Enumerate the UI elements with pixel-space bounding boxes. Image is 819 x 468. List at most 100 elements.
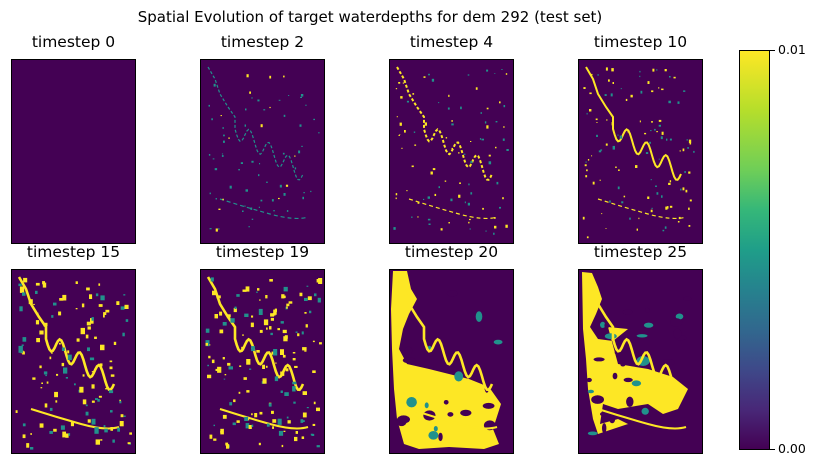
- water-speckle: [244, 416, 249, 421]
- water-speckle: [208, 154, 211, 156]
- water-speckle: [28, 299, 33, 305]
- water-speckle: [635, 165, 638, 168]
- water-speckle: [486, 125, 489, 129]
- dry-patch: [453, 360, 462, 369]
- dry-patch: [661, 359, 675, 366]
- water-speckle: [238, 391, 241, 394]
- water-speckle: [100, 344, 105, 351]
- water-speckle: [395, 193, 398, 196]
- water-speckle: [21, 344, 24, 346]
- water-speckle: [79, 386, 84, 393]
- panel-title: timestep 25: [593, 243, 688, 261]
- water-speckle: [625, 98, 628, 101]
- water-speckle: [600, 149, 603, 151]
- water-speckle: [215, 198, 217, 200]
- water-speckle: [54, 391, 58, 398]
- water-speckle: [678, 216, 681, 220]
- water-speckle: [256, 291, 258, 293]
- water-speckle: [249, 368, 252, 370]
- water-speckle: [221, 153, 224, 155]
- water-speckle: [259, 329, 263, 333]
- water-speckle: [301, 331, 304, 335]
- water-speckle: [225, 442, 229, 446]
- water-speckle: [213, 83, 216, 87]
- water-speckle: [451, 123, 454, 126]
- water-speckle: [673, 76, 676, 79]
- water-speckle: [605, 143, 608, 146]
- water-speckle: [286, 303, 290, 307]
- water-speckle: [75, 281, 78, 284]
- water-speckle: [266, 181, 268, 183]
- water-speckle: [58, 311, 62, 316]
- water-speckle: [246, 359, 251, 365]
- water-speckle: [215, 368, 219, 371]
- water-speckle: [223, 378, 226, 380]
- water-speckle: [67, 350, 70, 354]
- water-speckle: [56, 373, 59, 376]
- water-speckle: [440, 228, 443, 231]
- panel-title: timestep 0: [31, 33, 116, 51]
- water-speckle: [229, 402, 233, 406]
- water-speckle: [292, 352, 296, 354]
- dry-patch: [593, 357, 605, 362]
- water-speckle: [49, 407, 53, 411]
- water-speckle: [119, 399, 121, 402]
- water-speckle: [53, 302, 57, 306]
- water-speckle: [127, 442, 131, 445]
- water-speckle: [30, 433, 32, 435]
- water-speckle: [658, 119, 662, 122]
- water-speckle: [282, 152, 285, 155]
- water-speckle: [286, 416, 289, 419]
- water-speckle: [87, 347, 90, 352]
- water-speckle: [98, 395, 102, 398]
- water-speckle: [230, 318, 235, 323]
- water-speckle: [220, 431, 222, 433]
- dry-patch: [600, 411, 609, 417]
- water-speckle: [586, 169, 588, 172]
- water-speckle: [494, 225, 497, 229]
- water-speckle: [251, 346, 255, 352]
- water-speckle: [417, 202, 420, 204]
- water-speckle: [586, 112, 588, 115]
- water-speckle: [305, 104, 307, 106]
- water-speckle: [470, 192, 473, 195]
- water-speckle: [222, 414, 227, 419]
- axes-frame: [389, 269, 514, 454]
- water-speckle: [211, 118, 213, 121]
- panel-timestep-10: timestep 10: [578, 33, 703, 244]
- water-speckle: [270, 332, 273, 336]
- water-speckle: [689, 142, 692, 145]
- axes-frame: [11, 59, 136, 244]
- water-speckle: [266, 327, 268, 330]
- dry-patch: [631, 380, 642, 387]
- water-speckle: [398, 82, 401, 84]
- heatmap-background: [11, 59, 136, 244]
- water-speckle: [251, 218, 254, 220]
- water-speckle: [604, 94, 607, 96]
- water-speckle: [502, 197, 504, 200]
- water-speckle: [644, 132, 647, 135]
- water-speckle: [630, 94, 633, 98]
- water-speckle: [245, 108, 247, 111]
- water-speckle: [239, 365, 242, 367]
- water-speckle: [22, 423, 26, 427]
- dry-patch: [643, 322, 654, 328]
- water-speckle: [94, 427, 99, 434]
- water-speckle: [61, 347, 65, 351]
- water-speckle: [597, 74, 599, 76]
- water-speckle: [283, 430, 286, 432]
- water-speckle: [43, 371, 48, 375]
- dry-patch: [683, 296, 692, 301]
- water-speckle: [596, 134, 598, 137]
- dry-patch: [673, 328, 682, 339]
- water-speckle: [468, 183, 470, 186]
- water-speckle: [583, 87, 586, 89]
- water-speckle: [259, 163, 261, 165]
- water-speckle: [53, 428, 57, 432]
- water-speckle: [26, 443, 30, 448]
- water-speckle: [292, 358, 296, 361]
- water-speckle: [258, 174, 260, 177]
- water-speckle: [638, 217, 640, 220]
- dry-patch: [402, 357, 416, 364]
- water-speckle: [650, 130, 652, 132]
